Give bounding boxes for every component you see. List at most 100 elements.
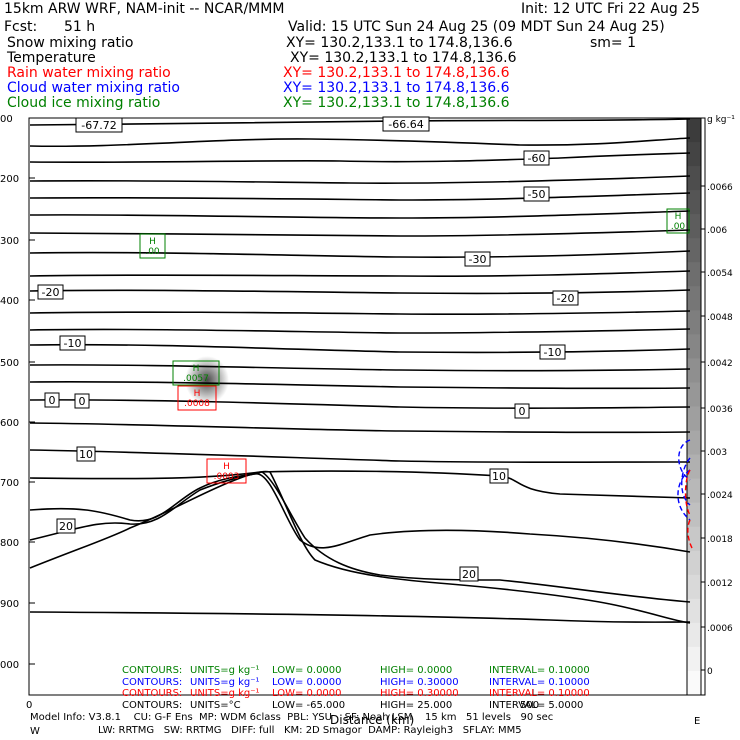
colorbar-tick-label: .0042 [707,359,733,369]
ice-maximum-shading [185,356,229,404]
contour-label-box [75,117,123,133]
contour-label: 0 [519,405,526,418]
max-marker-box [666,208,690,234]
colorbar-step [687,382,701,407]
max-marker-box [139,233,166,259]
contour-label: -50 [528,188,546,201]
contour-label: -10 [544,346,562,359]
isotherm-line [29,470,691,499]
forecast-hour: 51 h [64,19,96,35]
contour-info-units: UNITS=g kg⁻¹ [190,688,260,699]
contour-label-box [523,186,550,202]
field-name-cloud-water: Cloud water mixing ratio [7,80,180,96]
model-info-line1: Model Info: V3.8.1 CU: G-F Ens MP: WDM 6… [30,712,554,723]
contour-label: 10 [492,470,506,483]
contour-label-box [539,344,566,360]
colorbar-step [687,310,701,335]
y-tick-label: 400 [0,296,19,307]
isotherm-line [29,328,691,334]
contour-info-units: UNITS=g kg⁻¹ [190,677,260,688]
max-marker-value: .0003 [214,472,240,482]
contour-info-interval: INTERVAL= 0.10000 [489,677,590,688]
contour-label: 10 [79,448,93,461]
field-xy-rain: XY= 130.2,133.1 to 174.8,136.6 [283,65,510,81]
isotherm-line [29,399,691,409]
isotherm-line [29,152,691,164]
colorbar-tick-label: .0018 [707,535,733,545]
contour-info-high: HIGH= 0.30000 [380,677,459,688]
contour-label-box [514,403,530,419]
contour-label-box [489,468,509,484]
contour-info-high: HIGH= 0.0000 [380,665,453,676]
model-title: 15km ARW WRF, NAM-init -- NCAR/MMM [4,1,285,17]
isotherm-line [29,250,691,258]
contour-info-interval: INTERVAL= 5.0000 [489,700,584,711]
x-tick-label: 0 [26,700,32,711]
contour-label: -20 [42,286,60,299]
contour-label-box [76,446,96,462]
isotherm-line [29,270,691,277]
contour-label: 20 [462,568,476,581]
x-axis-label: Distance (km) [330,713,414,727]
contour-label: 20 [59,520,73,533]
model-info-line2: LW: RRTMG SW: RRTMG DIFF: full KM: 2D Sm… [98,725,522,736]
colorbar-step [687,334,701,359]
y-tick-label: 500 [0,358,19,369]
contour-label-box [37,284,64,300]
contour-info-low: LOW= 0.0000 [272,665,342,676]
isotherm-line [29,611,691,623]
contour-info-low: LOW= 0.0000 [272,688,342,699]
max-marker-letter: H [149,237,156,247]
colorbar-tick-label: 0 [707,667,713,677]
colorbar-step [687,454,701,480]
contour-label: 0 [79,395,86,408]
colorbar-tick-label: .006 [707,226,727,236]
max-marker-letter: H [193,364,200,374]
colorbar-step [687,598,701,624]
colorbar-step [687,286,701,311]
field-xy-cloud-water: XY= 130.2,133.1 to 174.8,136.6 [283,80,510,96]
isotherm-line [29,381,691,390]
colorbar-step [687,430,701,456]
field-name-snow: Snow mixing ratio [7,35,134,51]
colorbar-tick-label: .0036 [707,405,733,415]
y-tick-label: 600 [0,418,19,429]
contour-info-low: LOW= -65.000 [272,700,346,711]
y-tick-label: 200 [0,174,19,185]
init-time: Init: 12 UTC Fri 22 Aug 25 [521,1,701,17]
colorbar-step [687,214,701,239]
contour-label-box [56,518,76,534]
isotherm-line [29,473,691,553]
colorbar-step [687,622,701,648]
field-name-temperature: Temperature [7,50,96,66]
isotherm-contours [29,118,691,624]
isotherm-line [29,449,690,464]
y-tick-label: 700 [0,478,19,489]
contour-label: -60 [528,152,546,165]
x-tick-label: 500 [520,700,539,711]
colorbar-unit: g kg⁻¹ [707,115,735,125]
y-tick-label: 00 [0,114,13,125]
colorbar-step [687,238,701,263]
y-tick-label: 300 [0,236,19,247]
field-name-rain: Rain water mixing ratio [7,65,171,81]
isotherm-line [29,137,691,148]
max-marker-value: .00 [145,247,160,257]
contour-info-units: UNITS=g kg⁻¹ [190,665,260,676]
max-marker-letter: H [223,462,230,472]
cloud-water-contour [677,439,691,521]
colorbar-step [687,502,701,528]
contour-info-contours: CONTOURS: [122,665,183,676]
contour-label-box [382,116,430,132]
isotherm-line [29,192,691,201]
isotherm-line [29,289,691,295]
max-marker-box [177,385,217,411]
contour-info-contours: CONTOURS: [122,677,183,688]
contour-info-low: LOW= 0.0000 [272,677,342,688]
colorbar-step [687,478,701,504]
field-xy-snow: XY= 130.2,133.1 to 174.8,136.6 [286,35,513,51]
contour-label: -10 [64,337,82,350]
colorbar-step [687,262,701,287]
max-marker-box [206,458,247,484]
max-marker-value: .0008 [184,399,210,409]
